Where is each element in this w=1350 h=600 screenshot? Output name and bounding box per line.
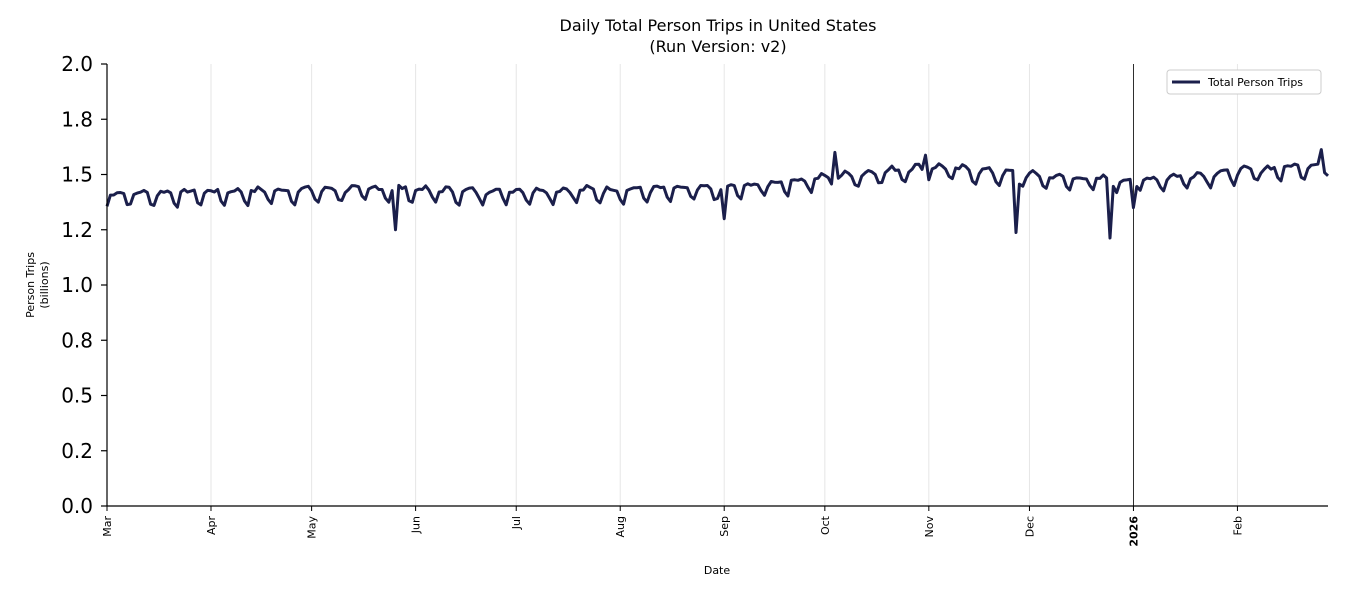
x-tick-label: Jun bbox=[410, 516, 423, 534]
x-axis-label: Date bbox=[704, 564, 731, 577]
legend: Total Person Trips bbox=[1166, 69, 1322, 95]
y-tick-label: 0.0 bbox=[61, 494, 93, 518]
y-tick-label: 1.0 bbox=[61, 273, 93, 297]
x-tick-label: Dec bbox=[1023, 516, 1036, 537]
y-axis-label-unit: (billions) bbox=[38, 261, 51, 308]
legend-label: Total Person Trips bbox=[1207, 76, 1303, 89]
y-tick-label: 0.2 bbox=[61, 439, 93, 463]
x-tick-label: Aug bbox=[614, 516, 627, 537]
legend-frame bbox=[1166, 69, 1322, 95]
y-tick-label: 2.0 bbox=[61, 52, 93, 76]
y-axis-label: Person Trips bbox=[24, 252, 37, 318]
chart-subtitle: (Run Version: v2) bbox=[649, 37, 786, 56]
y-tick-label: 0.5 bbox=[61, 384, 93, 408]
series-lines bbox=[105, 148, 1330, 240]
x-gridlines bbox=[210, 64, 1238, 506]
y-axis-label-group: Person Trips (billions) bbox=[24, 252, 51, 318]
y-tick-label: 1.8 bbox=[61, 107, 93, 131]
y-tick-label: 1.5 bbox=[61, 163, 93, 187]
y-tick-label: 1.2 bbox=[61, 218, 93, 242]
y-axis-ticks: 0.0 0.2 0.5 0.8 1.0 1.2 1.5 1.8 2.0 bbox=[61, 52, 107, 518]
y-tick-label: 0.8 bbox=[61, 328, 93, 352]
series-line bbox=[105, 148, 1330, 240]
chart-title: Daily Total Person Trips in United State… bbox=[560, 16, 877, 35]
x-tick-label: Feb bbox=[1231, 516, 1244, 535]
x-tick-label: Jul bbox=[510, 516, 523, 530]
x-axis-ticks: Mar Apr May Jun Jul Aug Sep Oct Nov Dec 2026 Feb bbox=[101, 506, 1244, 547]
x-tick-label: Nov bbox=[923, 516, 936, 538]
x-tick-label: Sep bbox=[718, 516, 731, 537]
x-tick-label: Mar bbox=[101, 516, 114, 537]
x-tick-label: Oct bbox=[819, 515, 832, 535]
x-tick-label: 2026 bbox=[1127, 516, 1140, 547]
x-tick-label: Apr bbox=[205, 516, 218, 536]
x-tick-label: May bbox=[306, 516, 319, 539]
